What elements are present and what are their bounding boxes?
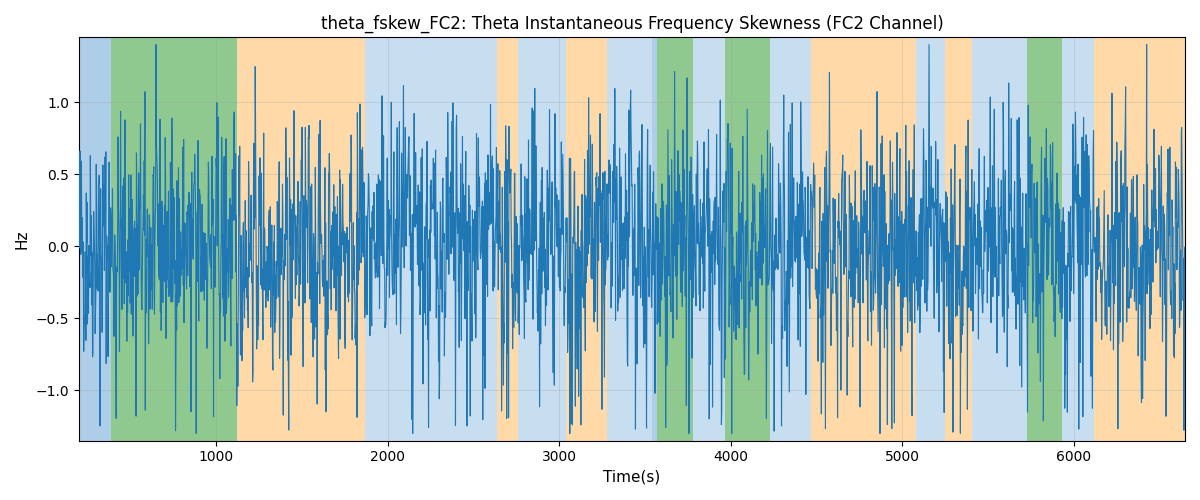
Title: theta_fskew_FC2: Theta Instantaneous Frequency Skewness (FC2 Channel): theta_fskew_FC2: Theta Instantaneous Fre… bbox=[320, 15, 943, 34]
Bar bbox=[972, 38, 1027, 440]
Bar bbox=[566, 38, 607, 440]
Bar bbox=[497, 38, 518, 440]
Bar bbox=[1062, 38, 1094, 440]
Bar bbox=[112, 38, 236, 440]
Bar bbox=[916, 38, 944, 440]
Bar bbox=[726, 38, 770, 440]
Bar bbox=[656, 38, 692, 440]
Bar bbox=[607, 38, 652, 440]
Bar bbox=[1027, 38, 1062, 440]
Y-axis label: Hz: Hz bbox=[14, 230, 30, 249]
Bar bbox=[79, 38, 112, 440]
Bar bbox=[1094, 38, 1186, 440]
Bar bbox=[518, 38, 566, 440]
Bar bbox=[652, 38, 656, 440]
Bar bbox=[811, 38, 916, 440]
Bar bbox=[365, 38, 497, 440]
Bar bbox=[692, 38, 726, 440]
Bar bbox=[770, 38, 811, 440]
X-axis label: Time(s): Time(s) bbox=[604, 470, 660, 485]
Bar bbox=[944, 38, 972, 440]
Bar bbox=[236, 38, 365, 440]
